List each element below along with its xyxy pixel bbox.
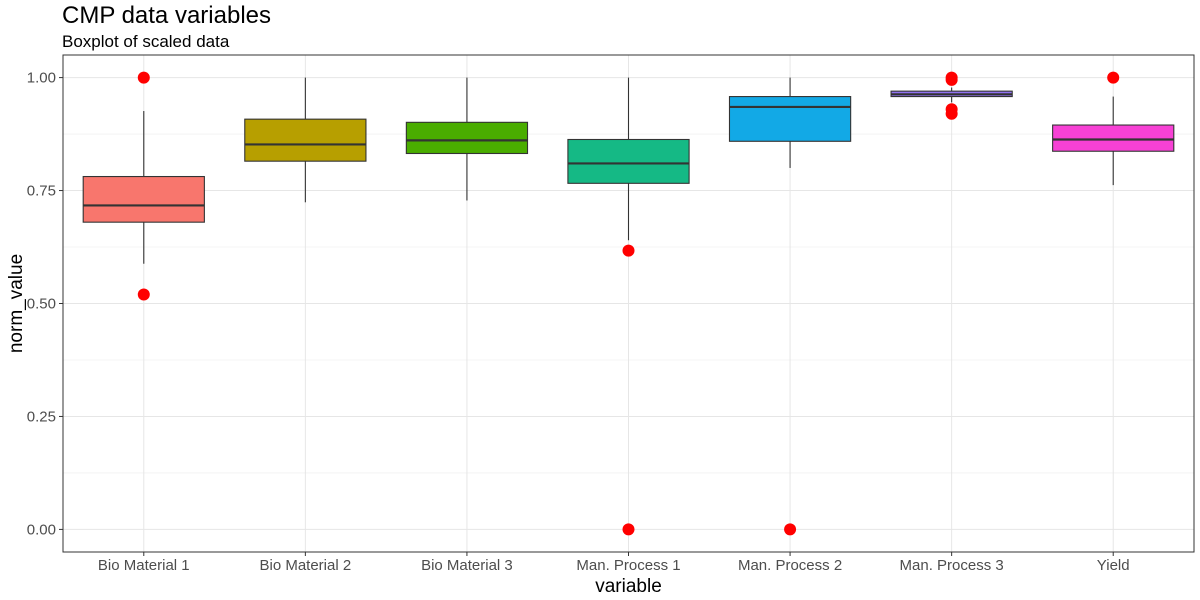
iqr-box xyxy=(567,138,690,184)
outlier-point xyxy=(1107,71,1120,84)
outlier-point xyxy=(945,103,958,116)
outlier-point xyxy=(622,244,635,257)
box-bio-material-3 xyxy=(405,77,529,201)
iqr-box xyxy=(728,96,852,142)
x-tick-label: Man. Process 2 xyxy=(738,557,842,574)
x-tick-label: Man. Process 3 xyxy=(900,557,1004,574)
iqr-box xyxy=(82,175,205,223)
box-yield xyxy=(1052,71,1175,186)
x-tick-label: Yield xyxy=(1097,557,1130,574)
box-bio-material-2 xyxy=(244,77,367,203)
chart-title: CMP data variables xyxy=(62,2,271,29)
x-tick-label: Man. Process 1 xyxy=(576,557,680,574)
box-bio-material-1 xyxy=(82,71,205,301)
outlier-point xyxy=(137,288,150,301)
y-tick-label: 0.50 xyxy=(27,296,56,313)
outlier-point xyxy=(784,523,797,536)
y-tick-label: 0.25 xyxy=(27,408,56,425)
outlier-point xyxy=(137,71,150,84)
box-layer xyxy=(82,71,1175,536)
y-tick-label: 1.00 xyxy=(27,70,56,87)
x-tick-label: Bio Material 3 xyxy=(421,557,513,574)
box-man-process-3 xyxy=(890,71,1013,120)
chart-subtitle: Boxplot of scaled data xyxy=(62,32,230,51)
x-tick-label: Bio Material 2 xyxy=(259,557,351,574)
y-tick-label: 0.00 xyxy=(27,521,56,538)
axis-layer: 0.00 0.25 0.50 0.75 1.00 Bio Material 1 Bio Ma… xyxy=(27,70,1130,574)
outlier-point xyxy=(945,71,958,84)
iqr-box xyxy=(1052,124,1175,152)
iqr-box xyxy=(244,118,367,162)
x-axis-title: variable xyxy=(595,576,662,597)
outlier-point xyxy=(622,523,635,536)
y-tick-label: 0.75 xyxy=(27,183,56,200)
y-axis-title: norm_value xyxy=(6,254,27,353)
x-tick-label: Bio Material 1 xyxy=(98,557,190,574)
box-man-process-1 xyxy=(567,77,690,536)
iqr-box xyxy=(405,121,529,155)
box-man-process-2 xyxy=(728,77,852,536)
